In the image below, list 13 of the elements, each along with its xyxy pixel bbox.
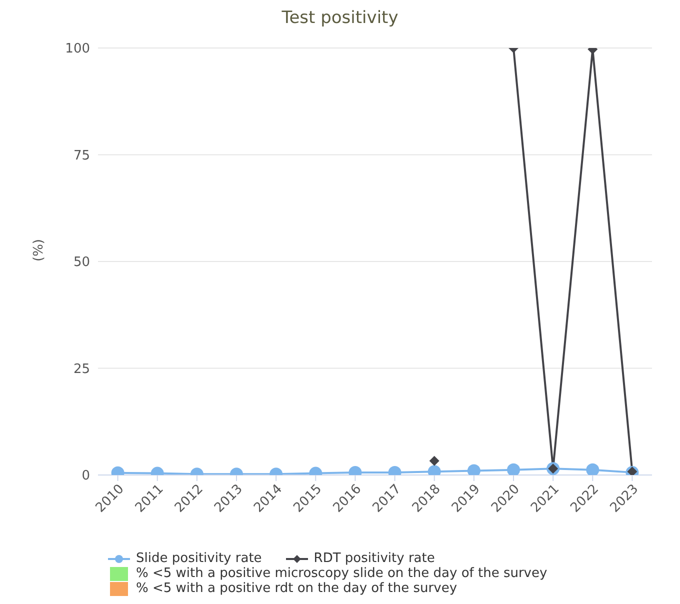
y-tick-label: 100	[65, 42, 90, 57]
y-tick-label: 50	[73, 255, 90, 270]
y-tick-label: 0	[82, 468, 90, 484]
legend-label: % <5 with a positive rdt on the day of the survey	[136, 581, 458, 596]
point	[586, 463, 600, 475]
point	[507, 463, 520, 475]
y-tick-label: 75	[73, 148, 90, 164]
legend-label: Slide positivity rate	[136, 551, 262, 566]
y-tick-label: 25	[73, 362, 90, 377]
legend-label: RDT positivity rate	[314, 551, 435, 566]
legend-label: % <5 with a positive microscopy slide on the day of the survey	[136, 566, 548, 581]
y-axis-title: (%)	[32, 239, 47, 262]
chart-title: Test positivity	[280, 8, 400, 30]
